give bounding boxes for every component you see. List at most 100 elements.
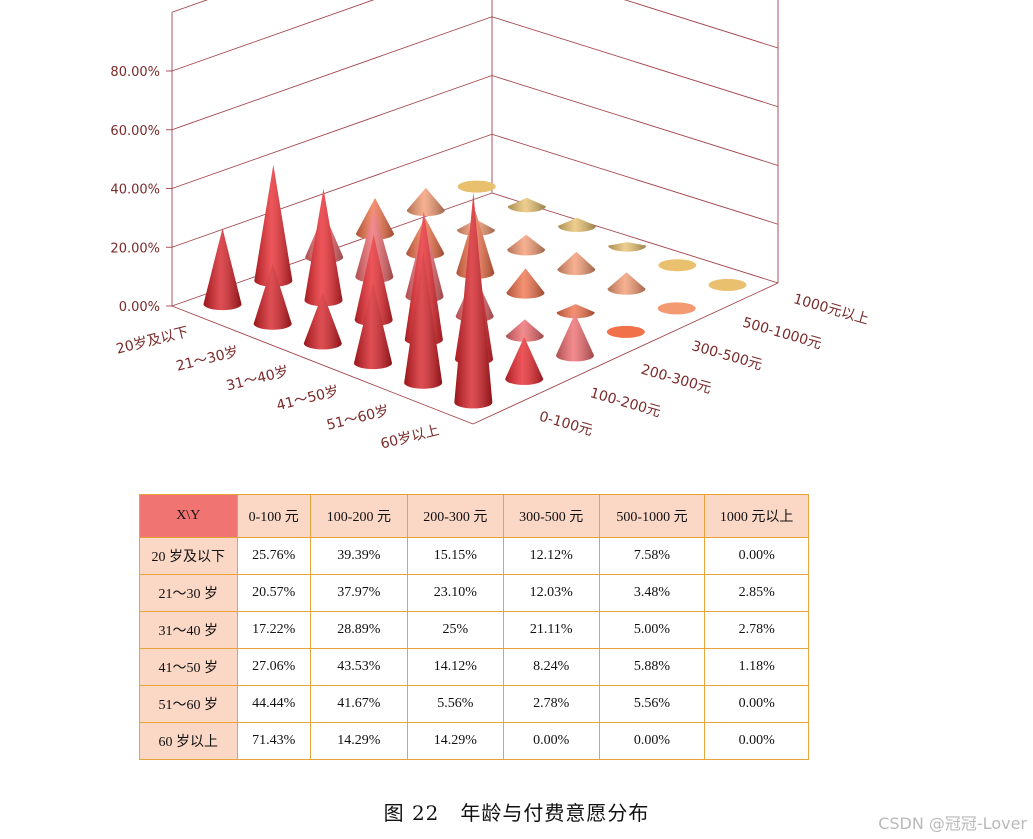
table-cell: 5.56% xyxy=(406,685,504,723)
table-row: 20 岁及以下 25.76% 39.39% 15.15% 12.12% 7.58% 0.00… xyxy=(139,537,809,575)
table-row: 21～30 岁 20.57% 37.97% 23.10% 12.03% 3.48% 2.85… xyxy=(139,574,809,612)
cone xyxy=(557,251,596,276)
table-header-cell: 1000 元以上 xyxy=(704,494,809,538)
cone-shade xyxy=(505,336,544,385)
floor-edge xyxy=(472,282,779,425)
cone-shade xyxy=(556,304,595,319)
table-cell: 0.00% xyxy=(704,537,809,575)
cone xyxy=(203,228,242,311)
table-cell: 8.24% xyxy=(502,648,600,686)
table-cell: 12.12% xyxy=(502,537,600,575)
cone-shade xyxy=(254,164,293,287)
table-cell: 37.97% xyxy=(309,574,408,612)
cone-shade xyxy=(607,272,646,295)
cone-shade xyxy=(558,217,596,232)
cone-shade xyxy=(304,188,343,307)
table-cell: 25.76% xyxy=(236,537,311,575)
cone xyxy=(254,164,293,287)
price-axis-label: 500-1000元 xyxy=(741,315,824,353)
cone-shade xyxy=(354,283,392,370)
z-tick-label: 0.00% xyxy=(119,300,160,315)
table-cell: 14.29% xyxy=(309,722,408,760)
cone xyxy=(304,188,343,307)
table-header-cell: 300-500 元 xyxy=(502,494,600,538)
cone-shade xyxy=(303,292,342,350)
z-tick-label: 80.00% xyxy=(110,65,160,80)
grid-line xyxy=(171,75,493,189)
table-row: 41～50 岁 27.06% 43.53% 14.12% 8.24% 5.88% 1.18% xyxy=(139,648,809,686)
table-row: 60 岁以上 71.43% 14.29% 14.29% 0.00% 0.00% 0.00% xyxy=(139,722,809,760)
cone-shade xyxy=(406,187,445,217)
grid-line xyxy=(623,0,779,49)
table-cell: 0.00% xyxy=(704,722,809,760)
table-row-label: 51～60 岁 xyxy=(139,685,238,723)
table-cell: 17.22% xyxy=(236,611,311,649)
cone xyxy=(606,325,645,338)
data-table: X\Y 0-100 元 100-200 元 200-300 元 300-500 元 50… xyxy=(139,494,809,760)
table-cell: 2.85% xyxy=(704,574,809,612)
table-cell: 27.06% xyxy=(236,648,311,686)
cone xyxy=(556,313,594,362)
grid-line xyxy=(491,133,779,225)
table-cell: 23.10% xyxy=(406,574,504,612)
table-cell: 7.58% xyxy=(598,537,706,575)
grid-line xyxy=(171,0,209,13)
cone xyxy=(556,304,595,319)
age-axis-label: 51～60岁 xyxy=(325,403,391,434)
table-cell: 14.12% xyxy=(406,648,504,686)
table-cell: 0.00% xyxy=(704,685,809,723)
cone xyxy=(354,283,392,370)
age-axis-label: 31～40岁 xyxy=(225,364,291,395)
cone-shade xyxy=(454,192,493,409)
table-row-label: 60 岁以上 xyxy=(139,722,238,760)
cone xyxy=(658,259,697,272)
cone xyxy=(454,192,493,409)
table-cell: 20.57% xyxy=(236,574,311,612)
table-cell: 21.11% xyxy=(502,611,600,649)
z-tick-label: 20.00% xyxy=(110,241,160,256)
grid-line xyxy=(491,16,779,108)
table-cell: 0.00% xyxy=(502,722,600,760)
table-row-label: 41～50 岁 xyxy=(139,648,238,686)
table-row-label: 21～30 岁 xyxy=(139,574,238,612)
table-cell: 1.18% xyxy=(704,648,809,686)
cone-shade xyxy=(404,252,443,389)
age-axis-label: 21～30岁 xyxy=(175,344,241,375)
grid-line xyxy=(491,75,779,166)
table-header-row: X\Y 0-100 元 100-200 元 200-300 元 300-500 元 50… xyxy=(139,494,809,538)
cone-shade xyxy=(556,313,594,362)
cone-shade xyxy=(505,319,544,342)
table-cell: 2.78% xyxy=(502,685,600,723)
cone-base xyxy=(606,325,645,338)
table-cell: 71.43% xyxy=(236,722,311,760)
age-axis-label: 20岁及以下 xyxy=(115,324,191,357)
cone xyxy=(505,319,544,342)
cone-base xyxy=(457,180,496,193)
table-row-label: 20 岁及以下 xyxy=(139,537,238,575)
cone-shade xyxy=(507,234,546,256)
table-cell: 39.39% xyxy=(309,537,408,575)
table-cell: 5.88% xyxy=(598,648,706,686)
table-cell: 41.67% xyxy=(309,685,408,723)
table-cell: 5.56% xyxy=(598,685,706,723)
z-tick-label: 60.00% xyxy=(110,124,160,139)
table-corner-cell: X\Y xyxy=(139,494,238,538)
cone-shade xyxy=(203,228,242,311)
grid-line xyxy=(171,16,493,131)
table-cell: 14.29% xyxy=(406,722,504,760)
grid-line xyxy=(171,133,493,248)
cone-shade xyxy=(354,235,393,326)
cone-shade xyxy=(507,197,546,213)
cone-shade xyxy=(557,251,596,276)
cone xyxy=(608,242,647,252)
cone xyxy=(505,336,544,385)
table-row: 51～60 岁 44.44% 41.67% 5.56% 2.78% 5.56% 0.00% xyxy=(139,685,809,723)
table-row-label: 31～40 岁 xyxy=(139,611,238,649)
cone xyxy=(507,197,546,213)
cone-marks xyxy=(203,164,747,409)
cone-shade xyxy=(253,263,292,330)
table-row: 31～40 岁 17.22% 28.89% 25% 21.11% 5.00% 2.78% xyxy=(139,611,809,649)
table-cell: 0.00% xyxy=(598,722,706,760)
cone xyxy=(457,180,496,193)
grid-line xyxy=(171,0,375,72)
